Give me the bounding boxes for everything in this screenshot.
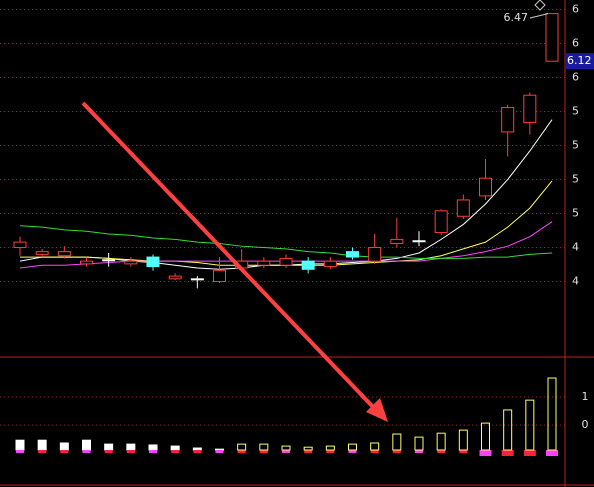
candle-body	[523, 94, 537, 123]
candle-body	[124, 260, 138, 265]
signal-marker	[501, 450, 514, 456]
candle-body	[279, 257, 293, 266]
signal-marker	[38, 450, 47, 453]
indicator-bar	[547, 377, 557, 451]
signal-marker	[215, 450, 224, 453]
plot: 6 6 6 5 5 5 5 4 4 6.47 6.12 1 0	[0, 3, 594, 456]
candle-body	[168, 275, 182, 280]
signal-marker	[415, 450, 423, 453]
y-tick-label: 6	[572, 37, 579, 50]
signal-marker	[82, 450, 91, 453]
signal-marker	[326, 450, 335, 453]
signal-marker	[60, 450, 69, 453]
moving-average	[19, 119, 553, 270]
candle-body	[545, 13, 559, 62]
y-tick-label: 5	[572, 173, 579, 186]
candle-body	[146, 256, 160, 268]
indicator-bar	[126, 443, 136, 451]
signal-marker	[259, 450, 268, 453]
y-tick-label: 5	[572, 105, 579, 118]
candle-body	[102, 259, 116, 262]
y-tick-label: 0	[582, 418, 589, 431]
signal-marker	[546, 450, 558, 456]
candle-body	[190, 278, 204, 281]
y-tick-label: 5	[572, 139, 579, 152]
indicator-bar	[82, 439, 91, 451]
y-tick-label: 6	[572, 3, 579, 16]
candle-body	[57, 251, 71, 257]
signal-marker	[193, 450, 202, 453]
candle-body	[501, 106, 515, 133]
candle-body	[35, 251, 49, 255]
moving-average	[20, 180, 553, 266]
candle-body	[368, 247, 382, 262]
arrow-head	[366, 398, 388, 422]
signal-marker	[171, 450, 180, 453]
indicator-bar	[481, 422, 490, 451]
indicator-bar	[325, 445, 335, 451]
red-arrow	[81, 101, 388, 422]
moving-average	[19, 225, 553, 259]
candle-body	[456, 199, 470, 217]
signal-marker	[104, 450, 113, 453]
indicator-bar	[348, 443, 357, 451]
signal-marker	[437, 450, 446, 453]
signal-marker	[479, 450, 492, 456]
candle-body	[479, 177, 492, 197]
indicator-bar	[37, 439, 47, 451]
indicator-bar	[259, 443, 269, 451]
signal-marker	[304, 450, 313, 453]
indicator-bar	[503, 409, 513, 451]
signal-marker	[16, 450, 24, 453]
indicator-bar	[525, 399, 535, 451]
indicator-bar	[170, 445, 180, 451]
candle-body	[390, 238, 404, 244]
signal-marker	[237, 450, 246, 453]
indicator-bar	[148, 444, 158, 451]
indicator-bar	[281, 445, 291, 451]
signal-marker	[392, 450, 401, 453]
price-tag	[565, 53, 594, 70]
indicator-bar	[104, 443, 114, 451]
signal-marker	[523, 450, 536, 456]
signal-marker	[282, 450, 290, 453]
candle-body	[13, 241, 27, 249]
indicator-bar	[303, 446, 313, 451]
indicator-bar	[192, 447, 202, 451]
signal-marker	[348, 450, 357, 453]
annotation-leader	[529, 13, 549, 19]
indicator-bar	[370, 442, 380, 451]
indicator-bar	[15, 439, 25, 451]
candle-body	[434, 210, 448, 234]
indicator-bar	[59, 442, 69, 451]
signal-marker	[370, 450, 379, 453]
indicator-bar	[458, 429, 468, 451]
indicator-bar	[392, 433, 402, 451]
signal-marker	[149, 450, 157, 453]
indicator-bar	[414, 436, 424, 451]
y-tick-label: 4	[572, 241, 579, 254]
signal-marker	[459, 450, 468, 453]
y-tick-label: 4	[572, 275, 579, 288]
price-tag-label: 6.12	[567, 54, 592, 67]
high-label: 6.47	[504, 11, 529, 24]
y-tick-label: 1	[582, 390, 589, 403]
candle-body	[412, 240, 426, 243]
candle-body	[346, 251, 359, 258]
y-tick-label: 6	[572, 71, 579, 84]
marker-icon	[534, 0, 546, 11]
arrow-shaft	[81, 101, 376, 410]
y-tick-label: 5	[572, 207, 579, 220]
candle-body	[301, 260, 315, 270]
candle-body	[213, 270, 226, 283]
candle-body	[80, 260, 93, 265]
signal-marker	[126, 450, 135, 453]
candle-body	[323, 260, 337, 268]
candle-body	[257, 260, 271, 266]
indicator-bar	[237, 443, 247, 451]
indicator-bar	[436, 432, 446, 451]
